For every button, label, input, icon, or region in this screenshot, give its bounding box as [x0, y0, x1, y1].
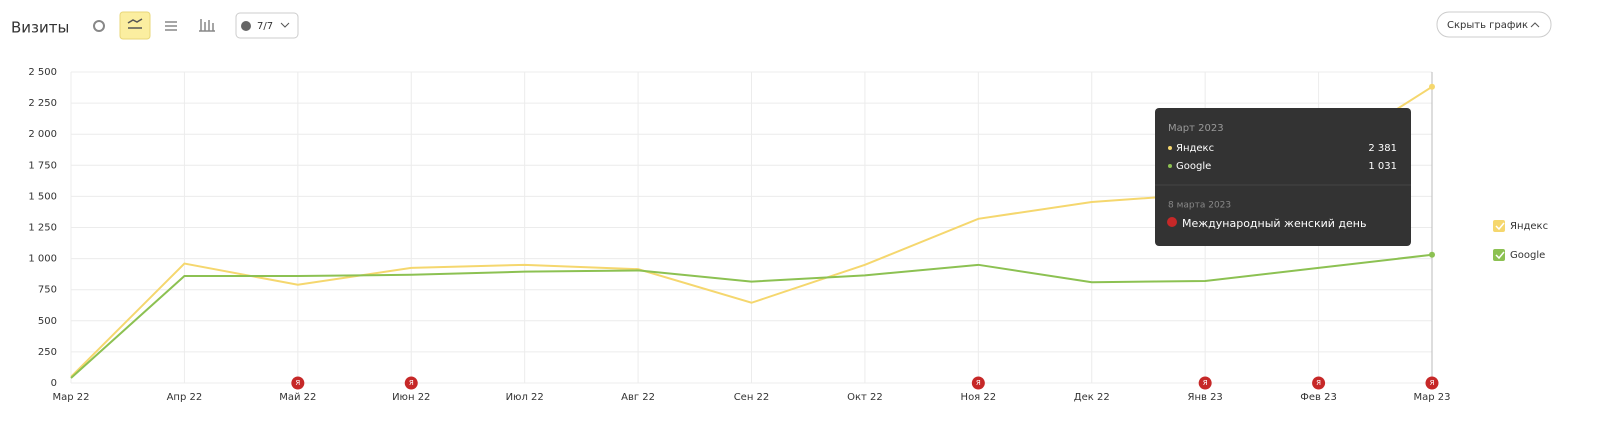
y-tick-label: 0 [51, 378, 57, 389]
x-tick-label: Июл 22 [506, 392, 544, 403]
event-marker[interactable] [1312, 376, 1326, 390]
x-tick-label: Дек 22 [1074, 392, 1110, 403]
x-tick-label: Июн 22 [392, 392, 430, 403]
event-marker[interactable] [1425, 376, 1439, 390]
y-tick-label: 2 250 [28, 98, 57, 109]
filter-icon [241, 21, 251, 31]
x-tick-label: Мар 23 [1413, 392, 1450, 403]
x-tick-label: Фев 23 [1300, 392, 1337, 403]
filter-dropdown[interactable] [235, 12, 299, 39]
event-marker-label: Я [409, 379, 414, 387]
tooltip-title: Март 2023 [1168, 123, 1224, 134]
x-tick-label: Мар 22 [52, 392, 89, 403]
event-name: Международный женский день [1182, 217, 1366, 230]
event-marker-label: Я [295, 379, 300, 387]
button-arrow [1530, 22, 1540, 28]
event-icon [1167, 217, 1177, 227]
pie-icon[interactable] [93, 20, 105, 32]
tooltip-dot [1168, 164, 1172, 168]
y-tick-label: 1 750 [28, 160, 57, 171]
y-tick-label: 1 000 [28, 254, 57, 265]
tooltip-box [1155, 108, 1411, 246]
chart: 0 250 500 750 1 000 1 250 1 500 1 750 2 000 2 250… [28, 67, 1548, 403]
x-tick-label: Окт 22 [847, 392, 883, 403]
line-icon-active[interactable] [119, 11, 151, 40]
x-tick-label: Апр 22 [167, 392, 203, 403]
legend-label: Google [1510, 250, 1545, 261]
legend-checkbox[interactable] [1493, 249, 1505, 261]
dropdown-arrow [280, 22, 290, 28]
legend-check [1495, 251, 1505, 260]
hide-chart-label: Скрыть график [1447, 20, 1528, 31]
y-tick-label: 750 [38, 285, 57, 296]
tooltip-value: 1 031 [1368, 161, 1397, 172]
tooltip-value: 2 381 [1368, 143, 1397, 154]
event-marker[interactable] [1198, 376, 1212, 390]
hover-point [1429, 251, 1435, 258]
event-date: 8 марта 2023 [1168, 201, 1231, 211]
tooltip-series: Яндекс [1176, 143, 1214, 154]
event-marker-label: Я [1203, 379, 1208, 387]
area-icon[interactable] [165, 21, 177, 31]
bar-icon[interactable] [199, 19, 215, 32]
tooltip-series: Google [1176, 161, 1211, 172]
event-marker-label: Я [1316, 379, 1321, 387]
y-tick-label: 2 000 [28, 129, 57, 140]
event-marker[interactable] [971, 376, 985, 390]
event-marker[interactable] [404, 376, 418, 390]
y-tick-label: 2 500 [28, 67, 57, 78]
legend-label: Яндекс [1510, 221, 1548, 232]
legend-check [1495, 222, 1505, 231]
event-marker-label: Я [1430, 379, 1435, 387]
hover-point [1429, 83, 1435, 90]
tooltip-dot [1168, 146, 1172, 150]
toolbar-icons[interactable] [93, 11, 215, 40]
page-title: Визиты [11, 19, 69, 37]
y-tick-label: 1 500 [28, 191, 57, 202]
hide-chart-button[interactable] [1436, 11, 1552, 38]
y-tick-label: 250 [38, 347, 57, 358]
x-tick-label: Ноя 22 [961, 392, 997, 403]
legend-checkbox[interactable] [1493, 220, 1505, 232]
y-tick-label: 500 [38, 316, 57, 327]
x-tick-label: Сен 22 [734, 392, 770, 403]
series-line [70, 253, 1433, 379]
y-tick-label: 1 250 [28, 223, 57, 234]
tooltip: Март 2023 Яндекс 2 381 Google 1 031 8 ма… [1155, 108, 1411, 246]
x-tick-label: Май 22 [279, 392, 316, 403]
filter-label: 7/7 [257, 21, 273, 32]
event-marker-label: Я [976, 379, 981, 387]
x-tick-label: Янв 23 [1188, 392, 1223, 403]
event-marker[interactable] [291, 376, 305, 390]
line-icon [127, 18, 143, 29]
x-tick-label: Авг 22 [621, 392, 655, 403]
